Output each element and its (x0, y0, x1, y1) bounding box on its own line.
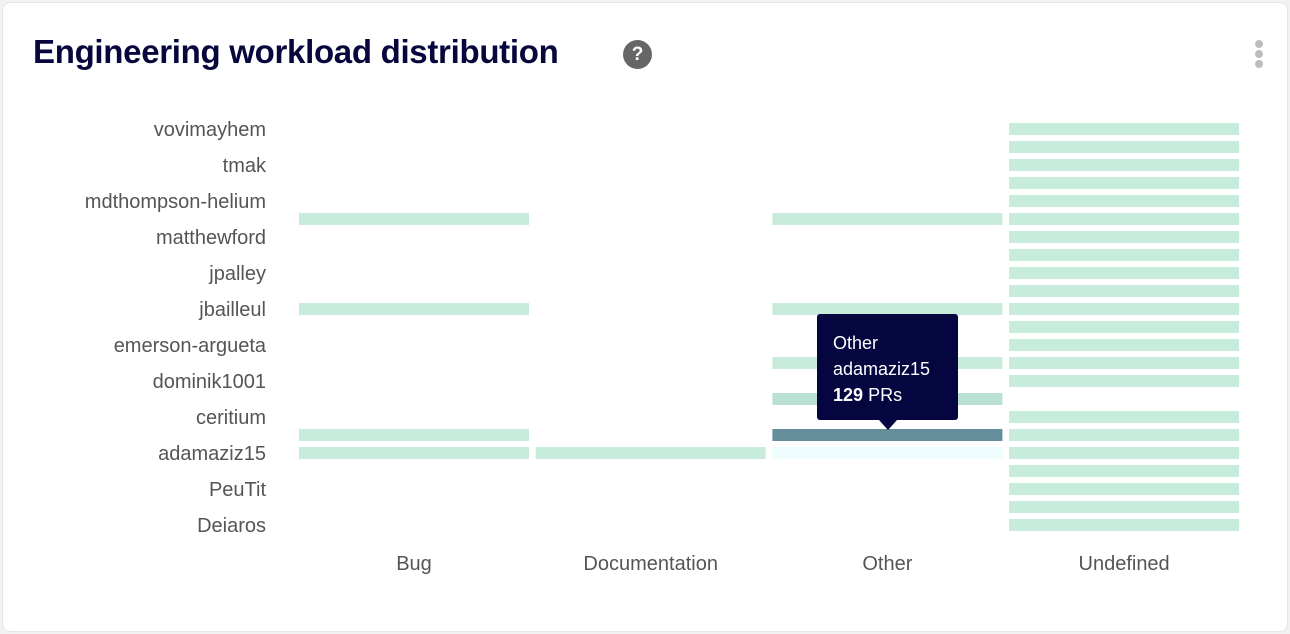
kebab-menu-icon[interactable] (1253, 40, 1265, 70)
row-label: jpalley (209, 263, 266, 285)
row-label: emerson-argueta (113, 335, 266, 357)
heatmap-cell-undefined-row-12[interactable] (1009, 339, 1240, 351)
heatmap-cell-undefined-row-2[interactable] (1009, 159, 1240, 171)
heatmap-cell-undefined-row-20[interactable] (1009, 483, 1240, 495)
tooltip-user: adamaziz15 (833, 359, 931, 379)
column-label: Bug (396, 553, 432, 575)
row-label: matthewford (155, 227, 266, 249)
heatmap-cell-undefined-row-0[interactable] (1009, 123, 1240, 135)
heatmap-cell-undefined-row-10[interactable] (1009, 303, 1240, 315)
heatmap-cell-documentation-row-18[interactable] (535, 447, 766, 459)
tooltip-value: 129 (833, 385, 864, 405)
row-label: ceritium (195, 407, 266, 429)
row-label: PeuTit (208, 479, 266, 501)
heatmap-cell-undefined-row-11[interactable] (1009, 321, 1240, 333)
heatmap-cell-undefined-row-17[interactable] (1009, 429, 1240, 441)
tooltip-category: Other (833, 333, 879, 353)
heatmap-cell-undefined-row-19[interactable] (1009, 465, 1240, 477)
heatmap-cell-undefined-row-18[interactable] (1009, 447, 1240, 459)
row-label: tmak (222, 155, 266, 177)
row-label: dominik1001 (152, 371, 266, 393)
heatmap-cell-bug-row-10[interactable] (299, 303, 529, 315)
heatmap-cell-other-row-5[interactable] (772, 213, 1003, 225)
heatmap-cell-undefined-row-9[interactable] (1009, 285, 1240, 297)
heatmap-cell-undefined-row-7[interactable] (1009, 249, 1240, 261)
question-circle-icon[interactable]: ? (623, 40, 652, 69)
heatmap-cell-bug-row-17[interactable] (299, 429, 529, 441)
heatmap-cell-undefined-row-14[interactable] (1009, 375, 1240, 387)
heatmap-cell-undefined-row-21[interactable] (1009, 501, 1240, 513)
tooltip-arrow (879, 420, 897, 430)
heatmap-cell-other-row-10[interactable] (772, 303, 1003, 315)
tooltip-unit: PRs (868, 385, 903, 405)
chart-tooltip: Other adamaziz15 129 PRs (817, 314, 958, 430)
tooltip-value-line: 129 PRs (833, 382, 958, 408)
heatmap-cell-bug-row-18[interactable] (299, 447, 529, 459)
heatmap-cell-undefined-row-22[interactable] (1009, 519, 1240, 531)
row-label: mdthompson-helium (84, 191, 266, 213)
row-label: vovimayhem (153, 119, 266, 141)
heatmap-cell-undefined-row-16[interactable] (1009, 411, 1240, 423)
row-label: adamaziz15 (158, 443, 266, 465)
row-label: jbailleul (199, 299, 266, 321)
heatmap-cell-undefined-row-5[interactable] (1009, 213, 1240, 225)
column-label: Undefined (1078, 553, 1170, 575)
heatmap-cell-bug-row-5[interactable] (299, 213, 529, 225)
heatmap-cell-undefined-row-4[interactable] (1009, 195, 1240, 207)
column-label: Other (862, 553, 913, 575)
column-label: Documentation (583, 553, 718, 575)
heatmap-cell-undefined-row-8[interactable] (1009, 267, 1240, 279)
heatmap-cell-undefined-row-1[interactable] (1009, 141, 1240, 153)
heatmap-cell-other-row-18[interactable] (772, 447, 1003, 459)
heatmap-cell-undefined-row-6[interactable] (1009, 231, 1240, 243)
row-label: Deiaros (197, 515, 266, 537)
heatmap-cell-undefined-row-13[interactable] (1009, 357, 1240, 369)
heatmap-cell-other-row-17[interactable] (772, 429, 1003, 441)
heatmap-cell-undefined-row-3[interactable] (1009, 177, 1240, 189)
card-title: Engineering workload distribution (33, 33, 559, 70)
